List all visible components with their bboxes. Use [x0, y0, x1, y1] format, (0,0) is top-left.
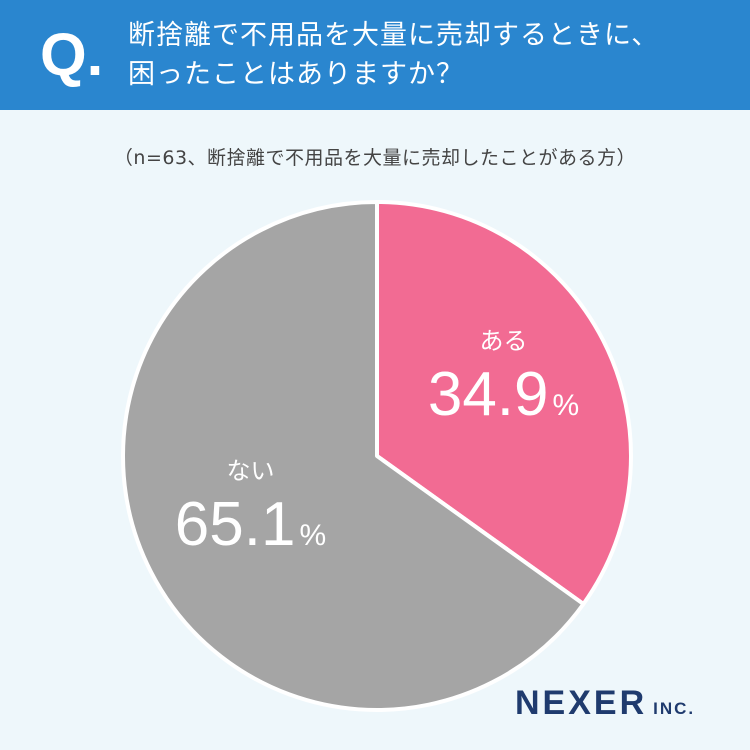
question-line-1: 断捨離で不用品を大量に売却するときに、	[128, 20, 660, 51]
question-text: 断捨離で不用品を大量に売却するときに、 困ったことはありますか？	[128, 16, 738, 94]
slice-label-aru: ある	[480, 327, 528, 355]
slice-value-nai: 65.1%	[175, 490, 326, 559]
slice-label-nai: ない	[226, 457, 274, 485]
sample-note: （n=63、断捨離で不用品を大量に売却したことがある方）	[113, 147, 637, 169]
pie-slices	[121, 200, 633, 712]
q-mark-icon: Q.	[40, 21, 104, 88]
nexer-logo: NEXER INC.	[515, 684, 695, 723]
question-header: Q. 断捨離で不用品を大量に売却するときに、 困ったことはありますか？	[0, 0, 750, 110]
pie-labels: ある 34.9 % ない 65.1%	[175, 327, 579, 559]
brand-suffix: INC.	[653, 699, 696, 718]
pie-slice-nai	[121, 200, 586, 712]
slice-value-aru: 34.9%	[428, 360, 579, 429]
brand-name: NEXER	[515, 684, 648, 722]
question-line-2: 困ったことはありますか？	[128, 59, 464, 90]
pie-slice-aru	[375, 200, 633, 607]
